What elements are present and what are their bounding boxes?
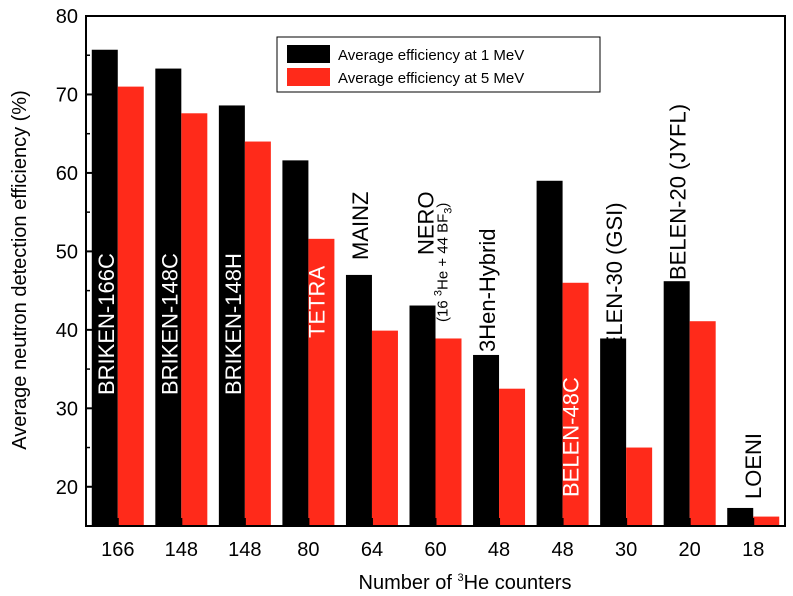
y-tick-label: 70 — [56, 84, 78, 106]
legend-label-1mev: Average efficiency at 1 MeV — [338, 47, 524, 64]
x-axis-title: Number of 3He counters — [359, 572, 572, 594]
legend-swatch-1mev — [287, 45, 330, 63]
bar-1mev-4 — [345, 274, 372, 526]
x-tick-label: 30 — [615, 539, 637, 561]
bar-1mev-6 — [473, 354, 500, 526]
y-axis-title: Average neutron detection efficiency (%) — [9, 90, 31, 449]
bar-5mev-7 — [562, 282, 589, 526]
bar-5mev-5 — [435, 338, 462, 526]
bar-1mev-0 — [91, 49, 118, 526]
legend-swatch-5mev — [287, 68, 330, 86]
legend-box — [276, 36, 601, 93]
bar-label-3: TETRA — [304, 266, 329, 338]
y-axis-ticks: 20 30 40 50 60 70 80 — [56, 6, 94, 499]
x-tick-label: 48 — [488, 539, 510, 561]
legend: Average efficiency at 1 MeV Average effi… — [276, 36, 601, 93]
bar-1mev-8 — [600, 338, 627, 526]
bar-label-2: BRIKEN-148H — [221, 253, 246, 395]
y-tick-label: 50 — [56, 241, 78, 263]
x-tick-label: 148 — [228, 539, 261, 561]
bar-label-8: BELEN-30 (GSI) — [602, 202, 627, 365]
bar-1mev-10 — [727, 507, 754, 526]
bar-label-1: BRIKEN-148C — [157, 253, 182, 395]
bar-label-5: NERO — [414, 191, 439, 255]
y-tick-label: 40 — [56, 320, 78, 342]
bar-5mev-9 — [689, 321, 716, 526]
x-tick-label: 20 — [679, 539, 701, 561]
y-tick-label: 60 — [56, 163, 78, 185]
x-tick-label: 166 — [101, 539, 134, 561]
x-tick-label: 64 — [361, 539, 383, 561]
x-tick-label: 48 — [551, 539, 573, 561]
bar-1mev-3 — [282, 160, 309, 526]
bar-5mev-8 — [626, 447, 653, 526]
y-tick-label: 30 — [56, 398, 78, 420]
x-tick-label: 18 — [742, 539, 764, 561]
bar-5mev-0 — [117, 86, 144, 526]
bar-5mev-4 — [371, 330, 398, 526]
bar-sublabel-nero: (16 3He + 44 BF3) — [433, 203, 455, 322]
bar-5mev-1 — [181, 113, 208, 527]
x-tick-label: 80 — [297, 539, 319, 561]
bar-label-10: LOENI — [741, 433, 766, 499]
bar-5mev-10 — [753, 516, 780, 526]
legend-label-5mev: Average efficiency at 5 MeV — [338, 70, 524, 87]
bar-5mev-3 — [308, 238, 335, 527]
x-tick-label: 60 — [424, 539, 446, 561]
bar-label-7: BELEN-48C — [559, 377, 584, 497]
bar-5mev-2 — [244, 141, 271, 527]
bar-1mev-1 — [155, 68, 182, 527]
bars-group — [91, 49, 780, 527]
bar-label-0: BRIKEN-166C — [94, 253, 119, 395]
bar-1mev-9 — [663, 281, 690, 526]
bar-label-6: 3Hen-Hybrid — [475, 229, 500, 353]
bar-5mev-6 — [499, 388, 526, 526]
bar-1mev-7 — [536, 180, 563, 526]
bar-1mev-2 — [218, 105, 245, 526]
y-tick-label: 20 — [56, 477, 78, 499]
bar-labels-group: BRIKEN-166C BRIKEN-148C BRIKEN-148H TETRA MA… — [94, 104, 766, 499]
y-tick-label: 80 — [56, 6, 78, 28]
x-axis-ticks: 166 148 148 80 64 60 48 48 30 20 18 — [101, 518, 764, 561]
x-tick-label: 148 — [165, 539, 198, 561]
bar-label-9: BELEN-20 (JYFL) — [666, 104, 691, 280]
bar-label-4: MAINZ — [348, 192, 373, 260]
bar-1mev-5 — [409, 305, 436, 526]
